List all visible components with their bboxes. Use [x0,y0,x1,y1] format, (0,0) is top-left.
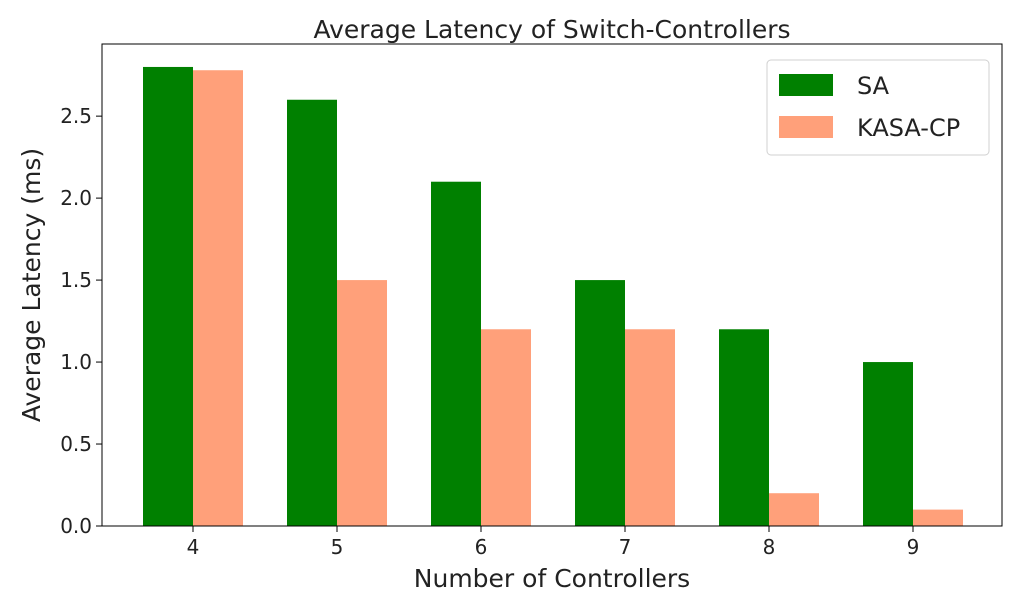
bar-kasa-cp-8 [769,493,819,526]
x-tick-label-7: 7 [619,535,632,559]
bar-kasa-cp-9 [913,509,963,526]
x-tick-label-8: 8 [763,535,776,559]
legend: SA KASA-CP [766,59,990,156]
x-axis: 4 5 6 7 8 9 [187,526,920,559]
bar-kasa-cp-5 [337,280,387,526]
bar-sa-9 [863,362,913,526]
bar-kasa-cp-6 [481,329,531,526]
bar-sa-6 [431,181,481,526]
y-axis: 0.0 0.5 1.0 1.5 2.0 2.5 [60,104,102,538]
y-tick-label-0.5: 0.5 [60,432,92,456]
plot-frame [101,43,1003,527]
x-tick-label-4: 4 [187,535,200,559]
bars-group [143,66,963,527]
x-tick-label-6: 6 [475,535,488,559]
legend-label-sa: SA [857,72,890,100]
y-axis-label: Average Latency (ms) [17,148,46,422]
y-tick-label-0.0: 0.0 [60,514,92,538]
legend-label-kasa-cp: KASA-CP [857,114,960,142]
bar-kasa-cp-4 [193,70,243,526]
bar-kasa-cp-7 [625,329,675,526]
legend-swatch-sa [779,74,833,96]
bar-sa-8 [719,329,769,526]
y-tick-label-2.5: 2.5 [60,104,92,128]
chart-title: Average Latency of Switch-Controllers [313,15,790,44]
bar-sa-4 [143,66,193,526]
bar-sa-7 [575,280,625,526]
x-tick-label-9: 9 [907,535,920,559]
x-tick-label-5: 5 [331,535,344,559]
bar-sa-5 [287,99,337,527]
y-tick-label-2.0: 2.0 [60,186,92,210]
y-tick-label-1.5: 1.5 [60,268,92,292]
legend-swatch-kasa-cp [779,116,833,138]
y-tick-label-1.0: 1.0 [60,350,92,374]
x-axis-label: Number of Controllers [414,564,690,593]
